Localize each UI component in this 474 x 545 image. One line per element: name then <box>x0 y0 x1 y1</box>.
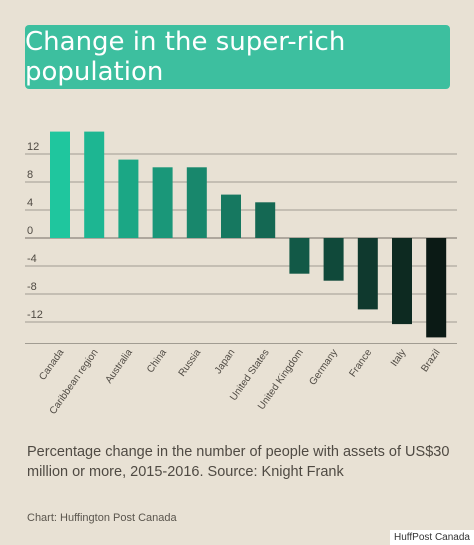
x-tick-label: Germany <box>307 347 340 387</box>
bar-italy <box>392 238 412 325</box>
bar-australia <box>118 159 139 238</box>
bar-russia <box>186 167 207 238</box>
y-tick-label: 12 <box>27 141 39 153</box>
chart-credit: Chart: Huffington Post Canada <box>27 512 177 524</box>
y-tick-label: 4 <box>27 197 33 209</box>
y-tick-label: 8 <box>27 169 33 181</box>
x-tick-label: China <box>145 347 169 375</box>
y-tick-label: -8 <box>27 281 37 293</box>
bar-brazil <box>426 238 447 338</box>
bar-canada <box>50 131 70 238</box>
bar-china <box>152 167 173 238</box>
x-tick-label: Brazil <box>419 347 442 374</box>
x-tick-label: Canada <box>37 347 66 382</box>
bar-united-kingdom <box>289 238 310 274</box>
bar-caribbean-region <box>84 131 105 238</box>
bar-japan <box>221 194 241 238</box>
watermark: HuffPost Canada <box>390 530 474 545</box>
y-tick-label: -4 <box>27 253 37 265</box>
x-tick-label: Russia <box>177 347 204 379</box>
bar-france <box>357 238 378 310</box>
bar-germany <box>323 238 344 281</box>
x-tick-label: Australia <box>104 347 136 386</box>
x-tick-label: Japan <box>213 347 238 376</box>
chart-caption: Percentage change in the number of peopl… <box>27 444 450 480</box>
y-tick-label: 0 <box>27 225 33 237</box>
x-tick-label: France <box>347 347 374 379</box>
chart-title: Change in the super-rich population <box>25 27 346 87</box>
title-banner: Change in the super-rich population <box>25 25 450 89</box>
bar-united-states <box>255 202 276 238</box>
x-tick-label: Italy <box>389 347 409 368</box>
y-tick-label: -12 <box>27 309 43 321</box>
